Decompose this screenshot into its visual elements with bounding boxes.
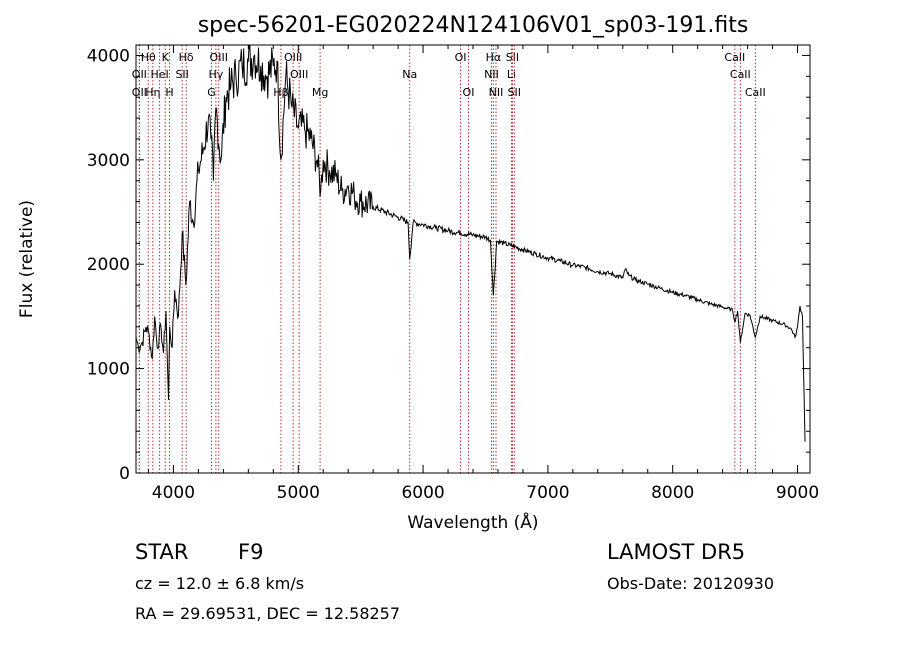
y-axis: 0 1000 2000 3000 4000 [87, 46, 810, 484]
line-label: Hα [486, 51, 502, 64]
line-label: Hβ [273, 86, 288, 99]
x-tick-label: 7000 [526, 483, 569, 503]
line-label: CaII [724, 51, 745, 64]
y-tick-label: 4000 [87, 46, 130, 66]
line-label: NII [484, 68, 499, 81]
line-label: Hγ [208, 68, 223, 81]
line-label: OIII [284, 51, 302, 64]
object-subclass: F9 [238, 540, 264, 564]
line-label: Mg [312, 86, 328, 99]
line-label: K [162, 51, 170, 64]
y-axis-label: Flux (relative) [17, 200, 37, 318]
y-tick-label: 1000 [87, 360, 130, 380]
x-axis: 4000 5000 6000 7000 8000 9000 [147, 45, 819, 503]
line-label: OIII [210, 51, 228, 64]
spectral-line-markers: HθOIIOIIHηHeIKHSIIHδHγGOIIIHβOIIIOIIIMgN… [132, 45, 766, 473]
line-label: OI [455, 51, 467, 64]
y-tick-label: 0 [119, 464, 130, 484]
line-label: Hδ [179, 51, 194, 64]
y-tick-label: 2000 [87, 255, 130, 275]
x-tick-label: 9000 [776, 483, 819, 503]
survey-name: LAMOST DR5 [607, 540, 746, 564]
line-label: SII [506, 51, 519, 64]
line-label: Na [402, 68, 417, 81]
observation-date: Obs-Date: 20120930 [607, 574, 775, 593]
redshift-info: cz = 12.0 ± 6.8 km/s [135, 574, 305, 593]
x-tick-label: 8000 [651, 483, 694, 503]
line-label: CaII [745, 86, 766, 99]
line-label: SII [175, 68, 188, 81]
x-tick-label: 6000 [401, 483, 444, 503]
line-label: CaII [730, 68, 751, 81]
line-label: H [165, 86, 173, 99]
x-axis-label: Wavelength (Å) [407, 511, 538, 533]
spectrum-line [135, 44, 806, 442]
line-label: OI [463, 86, 475, 99]
chart-title: spec-56201-EG020224N124106V01_sp03-191.f… [198, 13, 749, 38]
line-label: HeI [150, 68, 168, 81]
line-label: Hθ [141, 51, 156, 64]
object-class: STAR [135, 540, 189, 564]
y-tick-label: 3000 [87, 151, 130, 171]
line-label: SII [508, 86, 521, 99]
line-label: Li [507, 68, 516, 81]
line-label: Hη [145, 86, 160, 99]
coordinates: RA = 29.69531, DEC = 12.58257 [135, 604, 401, 623]
line-label: G [207, 86, 216, 99]
line-label: NII [489, 86, 504, 99]
x-tick-label: 4000 [152, 483, 195, 503]
plot-frame [135, 44, 811, 474]
line-label: OIII [290, 68, 308, 81]
x-tick-label: 5000 [277, 483, 320, 503]
